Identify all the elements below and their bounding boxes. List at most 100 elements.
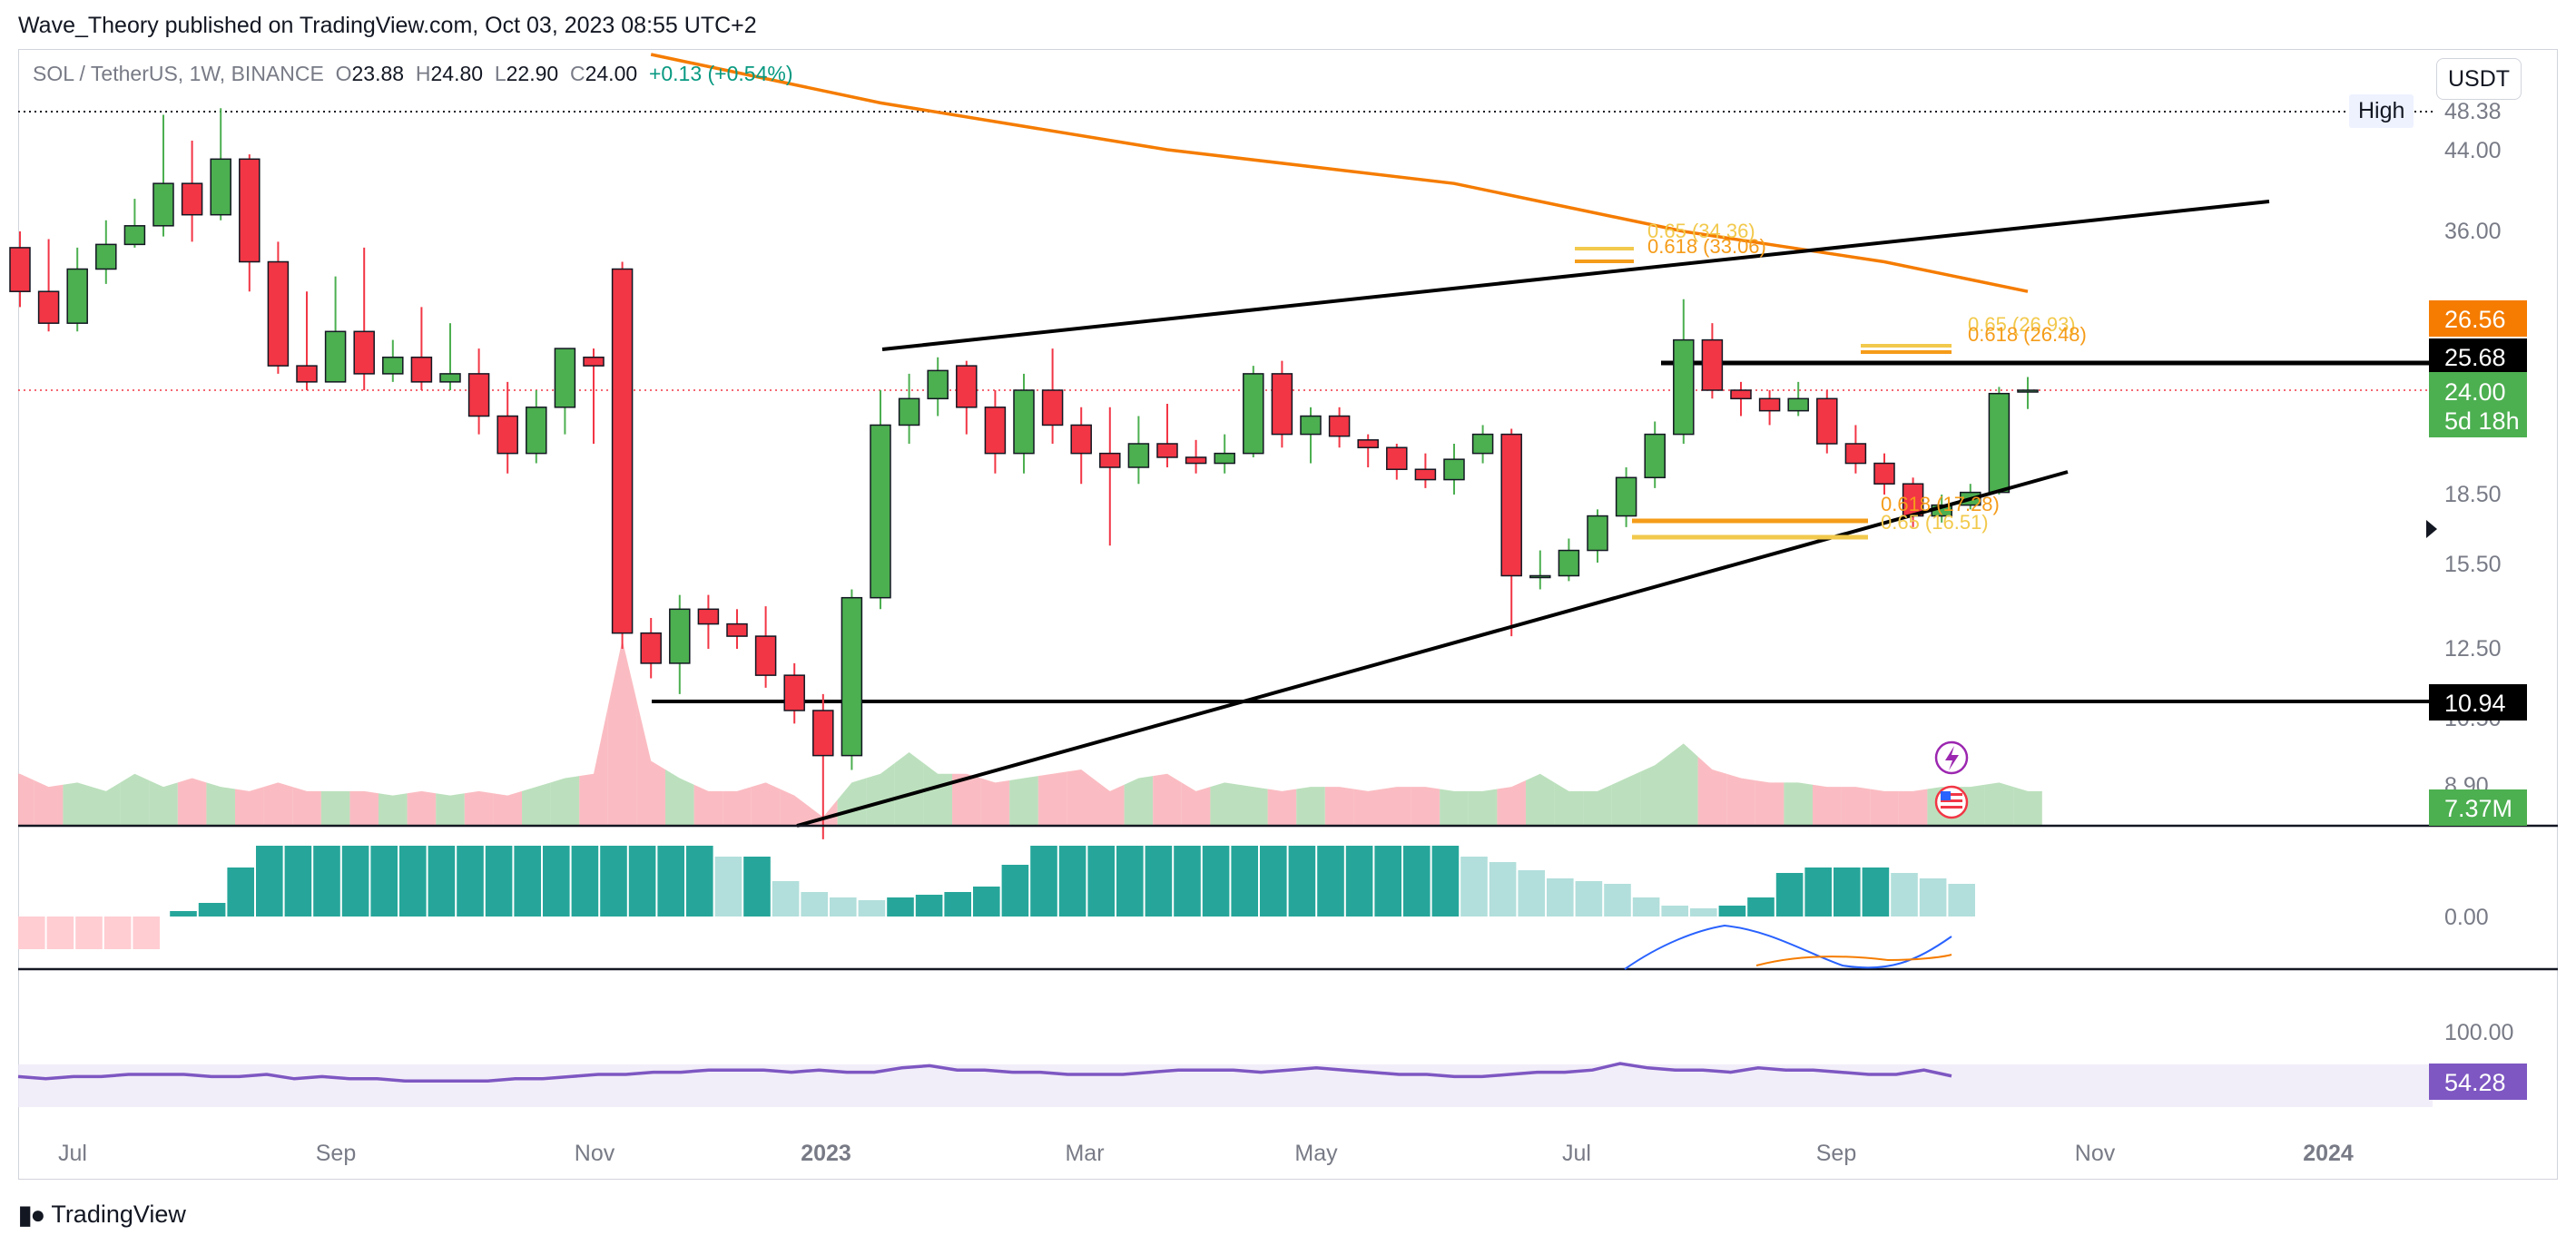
candle bbox=[1529, 550, 1551, 590]
ema-price-tag: 26.56 bbox=[2429, 300, 2527, 337]
fib-top-65-label: 0.65 (34.36) bbox=[1647, 220, 1755, 242]
candle-body bbox=[1844, 443, 1867, 465]
candle-body bbox=[1041, 389, 1064, 426]
volume-area-segment bbox=[1611, 771, 1641, 826]
svg-text:26.56: 26.56 bbox=[2444, 306, 2506, 333]
rsi-value-tag: 54.28 bbox=[2429, 1064, 2527, 1100]
rsi-top-label: 100.00 bbox=[2444, 1020, 2513, 1045]
macd-signal-line bbox=[1755, 954, 1952, 966]
macd-bar bbox=[1087, 846, 1115, 917]
time-tick-label: Nov bbox=[2075, 1141, 2116, 1166]
macd-bar bbox=[830, 897, 857, 917]
candle-body bbox=[1644, 433, 1666, 479]
candle-body bbox=[812, 710, 834, 757]
candle bbox=[1271, 360, 1293, 448]
fib-mid-618-label: 0.618 (26.48) bbox=[1968, 323, 2087, 346]
macd-bar bbox=[1804, 868, 1832, 917]
candle-body bbox=[1271, 373, 1293, 436]
macd-bar bbox=[370, 846, 398, 917]
candle-body bbox=[1873, 462, 1895, 485]
lower-trendline[interactable] bbox=[796, 470, 2069, 828]
volume-area-segment bbox=[1181, 782, 1211, 826]
candle-body bbox=[1673, 338, 1695, 436]
candle bbox=[1300, 407, 1322, 464]
candle bbox=[1816, 390, 1838, 454]
candle-body bbox=[1185, 456, 1207, 465]
candle bbox=[1070, 407, 1092, 485]
us-flag-icon[interactable] bbox=[1934, 785, 1969, 819]
volume-area-segment bbox=[379, 793, 408, 826]
candle-body bbox=[1758, 397, 1781, 412]
last-price-tag: 24.00 5d 18h bbox=[2429, 372, 2527, 437]
candle-body bbox=[95, 243, 117, 270]
macd-zero-label: 0.00 bbox=[2444, 905, 2489, 930]
price-tick-label: 36.00 bbox=[2444, 219, 2502, 244]
flash-icon[interactable] bbox=[1934, 740, 1969, 775]
candle-body bbox=[239, 158, 261, 263]
volume-area-segment bbox=[1468, 789, 1498, 826]
volume-area-segment bbox=[1153, 773, 1182, 826]
volume-area-segment bbox=[407, 790, 437, 826]
candle bbox=[984, 390, 1007, 474]
candle bbox=[697, 594, 720, 649]
candle-body bbox=[1558, 549, 1580, 577]
candle-body bbox=[1070, 424, 1092, 455]
macd-bar bbox=[284, 846, 312, 917]
volume-area-segment bbox=[1755, 779, 1785, 826]
candle-body bbox=[382, 356, 404, 375]
candle-body bbox=[1816, 397, 1838, 445]
volume-area-segment bbox=[206, 782, 235, 826]
macd-bar bbox=[1202, 846, 1230, 917]
macd-bar bbox=[1489, 862, 1517, 917]
candle-body bbox=[526, 407, 547, 455]
candle-body bbox=[410, 356, 433, 383]
candle bbox=[1873, 453, 1895, 495]
candle-body bbox=[1357, 439, 1379, 448]
macd-bar bbox=[75, 917, 103, 949]
candle bbox=[9, 231, 31, 308]
candle bbox=[439, 323, 461, 390]
candle bbox=[1902, 477, 1924, 527]
candle bbox=[267, 241, 290, 374]
price-tick-label: 44.00 bbox=[2444, 138, 2502, 163]
volume-area-segment bbox=[1583, 784, 1612, 826]
candle-body bbox=[1615, 476, 1637, 517]
high-label: High bbox=[2349, 94, 2414, 128]
candle-body bbox=[583, 356, 605, 367]
candle bbox=[1357, 434, 1379, 467]
svg-text:24.00: 24.00 bbox=[2444, 378, 2506, 406]
tradingview-logo[interactable]: ▮● TradingView bbox=[18, 1200, 186, 1230]
candle-body bbox=[640, 632, 662, 664]
symbol-name[interactable]: SOL / TetherUS, 1W, BINANCE bbox=[33, 62, 324, 85]
volume-area-segment bbox=[665, 770, 694, 826]
candle-body bbox=[1988, 392, 2011, 494]
candle bbox=[1328, 407, 1351, 448]
macd-bar bbox=[46, 917, 74, 949]
macd-bar bbox=[1260, 846, 1287, 917]
currency-button[interactable]: USDT bbox=[2436, 58, 2522, 100]
expand-arrow-icon[interactable] bbox=[2426, 520, 2437, 538]
candle-body bbox=[267, 260, 290, 367]
candle-body bbox=[1127, 443, 1150, 468]
rsi-line bbox=[17, 1062, 1952, 1083]
candle bbox=[152, 114, 174, 237]
candle bbox=[1701, 323, 1724, 399]
macd-bar bbox=[1058, 846, 1086, 917]
volume-area-segment bbox=[550, 776, 580, 826]
volume-area-segment bbox=[1239, 784, 1268, 826]
macd-bar bbox=[133, 917, 160, 949]
fib-low-group: 0.618 (17.28) 0.65 (16.51) bbox=[1632, 493, 2000, 540]
candle bbox=[123, 199, 146, 248]
upper-trendline[interactable] bbox=[881, 200, 2270, 351]
candle-body bbox=[1013, 389, 1035, 455]
macd-bar bbox=[341, 846, 369, 917]
volume-area-segment bbox=[1296, 787, 1325, 826]
volume-area-segment bbox=[1210, 782, 1239, 826]
time-tick-label: Sep bbox=[316, 1141, 356, 1166]
candle-body bbox=[1386, 446, 1408, 470]
candle bbox=[1673, 299, 1695, 444]
candle-body bbox=[754, 635, 777, 676]
volume-area-segment bbox=[1267, 789, 1297, 826]
macd-bar bbox=[1460, 857, 1488, 917]
